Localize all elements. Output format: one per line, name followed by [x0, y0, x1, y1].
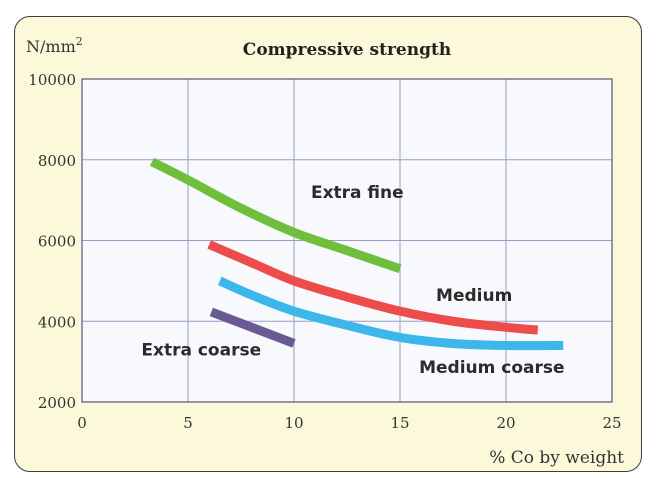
y-tick-label: 4000 — [38, 313, 76, 331]
series-line-extra-fine — [149, 157, 402, 274]
x-tick-label: 15 — [390, 414, 409, 432]
y-tick-label: 10000 — [28, 71, 76, 89]
x-tick-label: 5 — [183, 414, 193, 432]
y-tick-label: 2000 — [38, 394, 76, 412]
y-tick-label: 6000 — [38, 233, 76, 251]
series-line-medium-coarse — [217, 276, 564, 351]
x-tick-label: 10 — [284, 414, 303, 432]
series-line-extra-coarse — [209, 307, 296, 348]
plot-layer: 0 5 10 15 20 25 2000 4000 6000 8000 10000 Extra fin… — [28, 71, 621, 432]
y-axis-unit-base: N/mm — [26, 37, 76, 56]
x-axis-label: % Co by weight — [489, 448, 624, 468]
y-tick-label: 8000 — [38, 152, 76, 170]
x-tick-label: 25 — [602, 414, 621, 432]
x-tick-label: 0 — [77, 414, 87, 432]
series-label-extra-coarse: Extra coarse — [141, 341, 261, 361]
y-axis-unit-label: N/mm2 — [26, 35, 83, 56]
x-tick-label: 20 — [496, 414, 515, 432]
series-line-medium — [207, 240, 539, 335]
series-label-medium: Medium — [436, 286, 512, 306]
plot-border — [81, 78, 613, 403]
series-label-medium-coarse: Medium coarse — [419, 358, 564, 378]
chart-title: Compressive strength — [243, 40, 451, 60]
y-axis-unit-superscript: 2 — [76, 35, 83, 48]
series-label-extra-fine: Extra fine — [311, 183, 404, 203]
